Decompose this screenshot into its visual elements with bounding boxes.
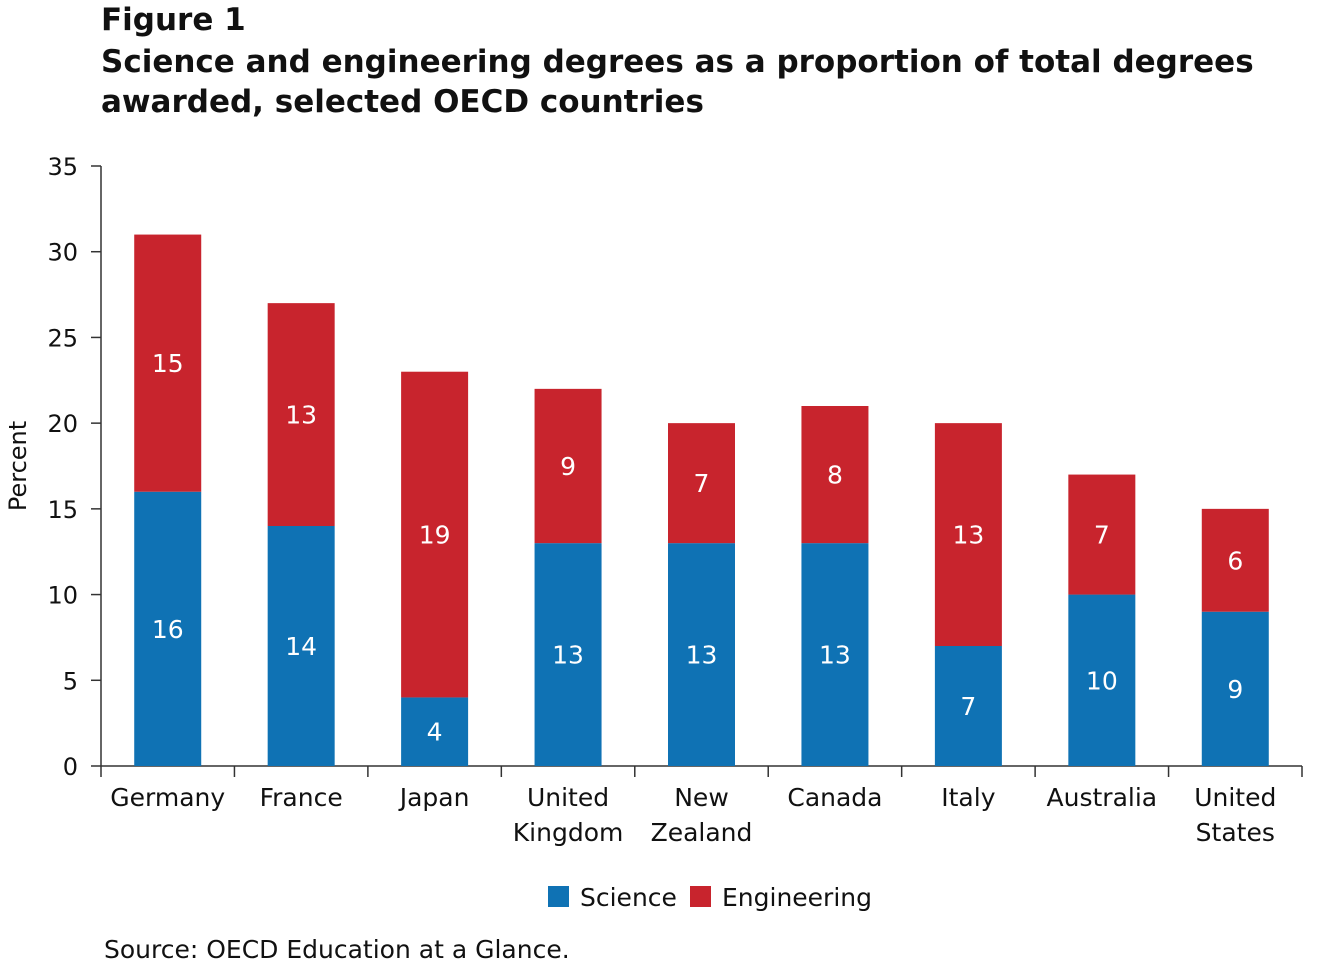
bar-value-label: 6 [1227,546,1243,575]
bar-value-label: 13 [819,641,851,670]
bar-science [401,697,469,766]
bar-value-label: 13 [686,641,718,670]
bar-value-label: 9 [1227,675,1243,704]
x-category-label: New [674,783,729,812]
bar-value-label: 4 [427,718,443,747]
bar-engineering [934,423,1002,646]
bar-value-label: 16 [152,615,184,644]
x-category-label: France [260,783,343,812]
x-category-label: Australia [1047,783,1158,812]
bar-science [534,543,602,766]
x-category-label: States [1196,818,1275,847]
bar-science [1201,611,1269,766]
legend-swatch-engineering [690,886,711,907]
bar-value-label: 13 [552,641,584,670]
bar-engineering [801,406,869,544]
bar-science [668,543,735,766]
x-category-label: Japan [398,783,470,812]
x-category-label: Germany [110,783,225,812]
bar-science [934,646,1002,766]
x-category-label: Zealand [651,818,753,847]
bar-value-label: 7 [694,469,710,498]
legend-label-science: Science [580,883,677,912]
bar-science [1068,594,1136,766]
bar-science [267,526,335,766]
chart-title: Science and engineering degrees as a pro… [101,44,1254,120]
x-category-label: United [527,783,609,812]
y-tick-label: 25 [47,324,78,352]
bar-value-label: 19 [419,521,451,550]
category-labels: Germany France Japan United Kingdom New Zealan… [110,783,1276,847]
bar-value-label: 15 [152,349,184,378]
bar-value-label: 14 [285,632,317,661]
bar-engineering [1068,474,1136,595]
data-labels: 16 15 14 13 4 19 13 9 13 7 13 8 7 13 10 7 9 6 [152,349,1243,747]
bar-value-label: 13 [285,401,317,430]
legend-label-engineering: Engineering [722,883,872,912]
y-tick-label: 20 [47,410,78,438]
bar-value-label: 7 [1094,521,1110,550]
bars [134,234,1269,766]
y-tick-label: 15 [47,496,78,524]
x-category-label: Kingdom [513,818,624,847]
bar-science [801,543,869,766]
bar-engineering [134,234,202,492]
bar-engineering [668,423,735,544]
x-category-label: Italy [941,783,995,812]
bar-engineering [267,303,335,526]
x-category-label: Canada [787,783,882,812]
bar-value-label: 8 [827,461,843,490]
y-tick-label: 35 [47,153,78,181]
y-tick-label: 30 [47,239,78,267]
legend: Science Engineering [548,883,872,912]
bar-engineering [534,388,602,544]
bar-value-label: 13 [952,521,984,550]
y-tick-label: 10 [47,582,78,610]
bar-value-label: 9 [560,452,576,481]
figure-label: Figure 1 [101,2,246,38]
source-note: Source: OECD Education at a Glance. [104,935,570,964]
y-tick-label: 0 [63,753,78,781]
bar-engineering [1201,508,1269,612]
bar-value-label: 7 [960,692,976,721]
bar-value-label: 10 [1086,666,1118,695]
y-axis-title: Percent [4,421,32,511]
y-tick-label: 5 [63,667,78,695]
x-category-label: United [1194,783,1276,812]
bar-engineering [401,371,469,698]
bar-science [134,491,202,766]
legend-swatch-science [548,886,569,907]
